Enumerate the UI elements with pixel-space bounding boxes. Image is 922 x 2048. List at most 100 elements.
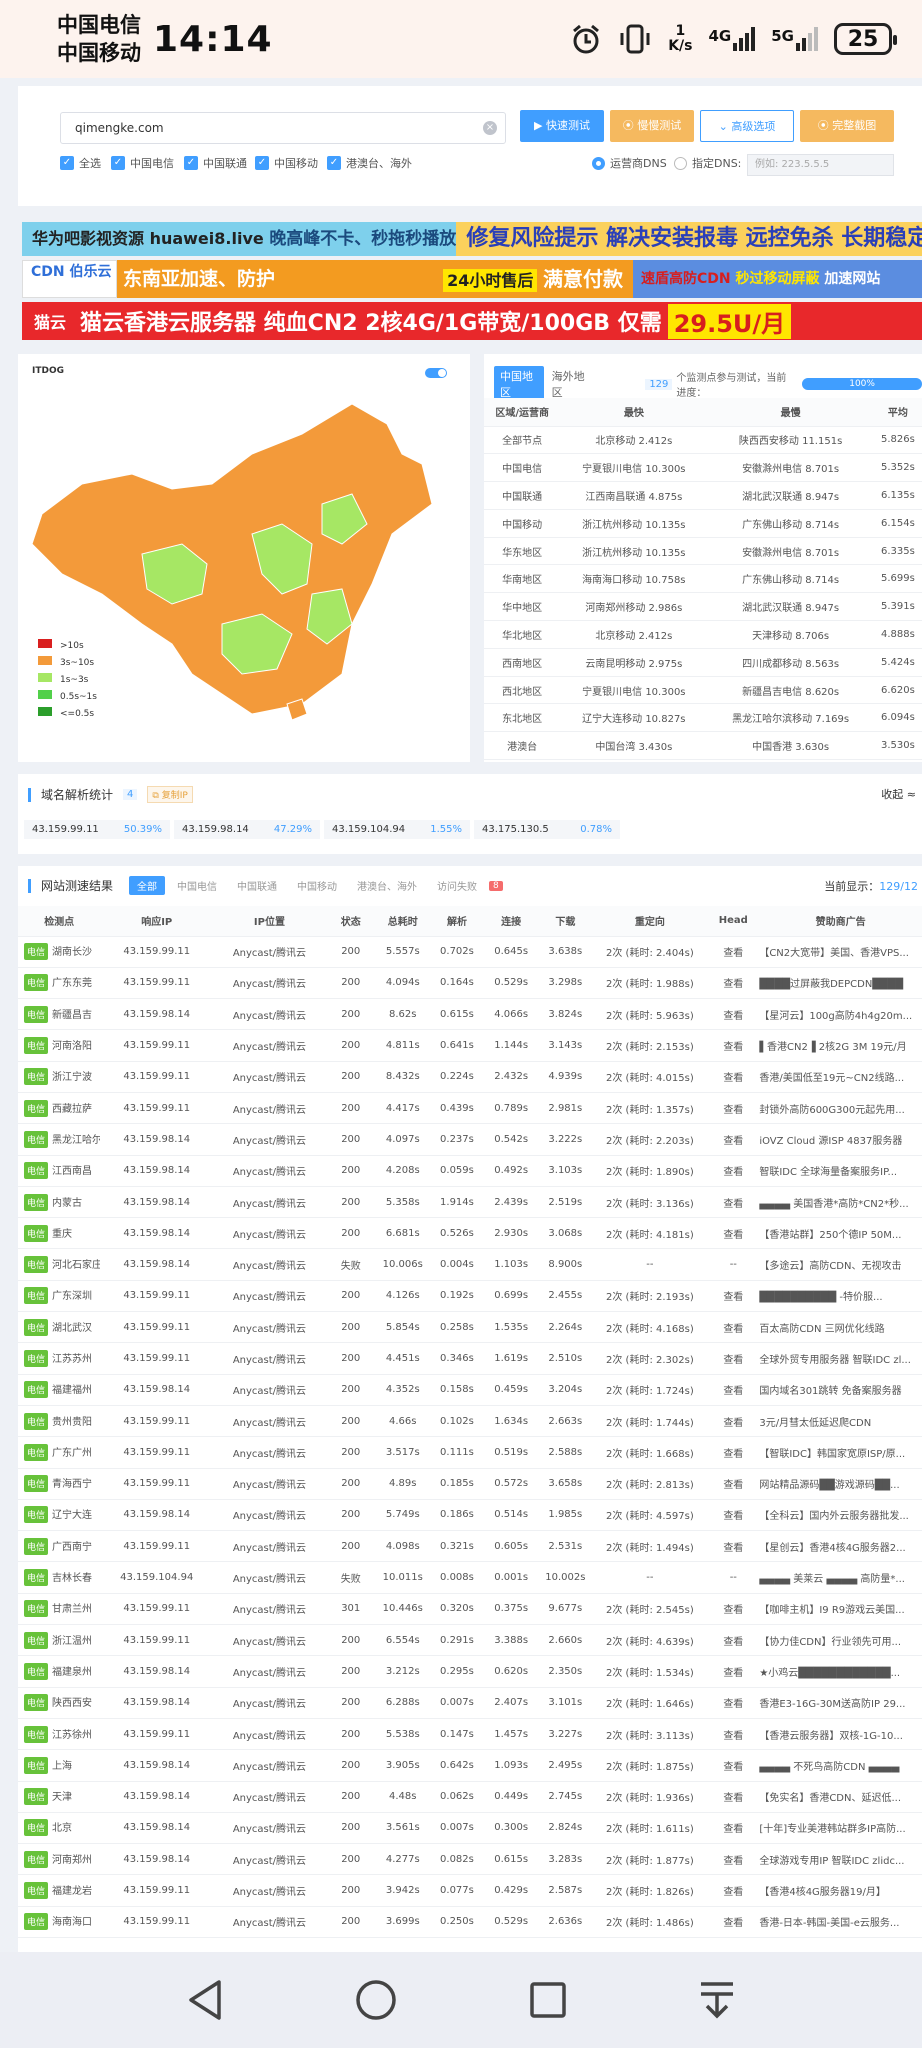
copy-ip-button[interactable]: ⧉ 复制IP bbox=[147, 786, 193, 803]
head-view-link[interactable]: 查看 bbox=[723, 1480, 744, 1492]
sponsor-ad-cell[interactable]: ██████████ -特价服... bbox=[759, 1292, 883, 1304]
head-view-link[interactable]: 查看 bbox=[723, 1355, 744, 1366]
dns-input[interactable]: 例如: 223.5.5.5 bbox=[747, 154, 894, 176]
result-tab[interactable]: 中国移动 bbox=[297, 882, 338, 893]
result-cell: 200 bbox=[341, 1853, 361, 1865]
head-view-link[interactable]: 查看 bbox=[723, 1010, 744, 1022]
sponsor-ad-cell[interactable]: [十年]专业美港韩站群多IP高防... bbox=[759, 1824, 906, 1836]
head-view-link[interactable]: 查看 bbox=[723, 1542, 744, 1554]
head-view-link[interactable]: 查看 bbox=[723, 1793, 744, 1805]
head-view-link[interactable]: 查看 bbox=[723, 1417, 744, 1429]
sponsor-ad-cell[interactable]: 【星创云】香港4核4G服务器2... bbox=[759, 1542, 906, 1554]
head-view-link[interactable]: 查看 bbox=[723, 979, 744, 991]
head-view-link[interactable]: 查看 bbox=[723, 1292, 744, 1304]
sponsor-ad-cell[interactable]: iOVZ Cloud 源ISP 4837服务器 bbox=[759, 1135, 903, 1147]
sponsor-ad-cell[interactable]: 香港E3-16G-30M送高防IP 29... bbox=[759, 1699, 906, 1711]
ad-banner-1[interactable]: 华为吧影视资源 huawei8.live 晚高峰不卡、秒拖秒播放 修复风险提示 … bbox=[22, 222, 922, 256]
home-icon[interactable] bbox=[354, 1978, 398, 2022]
tab-overseas[interactable]: 海外地区 bbox=[551, 370, 585, 399]
head-view-link[interactable]: 查看 bbox=[723, 1636, 744, 1648]
dns-ip-item[interactable]: 43.159.98.14 47.29% bbox=[174, 820, 320, 839]
dns-ip-item[interactable]: 43.175.130.5 0.78% bbox=[474, 820, 620, 839]
china-map[interactable] bbox=[22, 394, 462, 734]
advanced-button[interactable]: ⌄ 高级选项 bbox=[700, 110, 794, 142]
sponsor-ad-cell[interactable]: 网站精品源码██游戏源码██... bbox=[759, 1480, 900, 1492]
sponsor-ad-cell[interactable]: 智联IDC 全球海量备案服务IP... bbox=[759, 1167, 898, 1179]
head-view-link[interactable]: 查看 bbox=[723, 1448, 744, 1460]
clear-icon[interactable]: × bbox=[483, 121, 497, 135]
sponsor-ad-cell[interactable]: 【CN2大宽带】美国、香港VPS... bbox=[759, 948, 909, 960]
ad-banner-2[interactable]: CDN 伯乐云 东南亚加速、防护 24小时售后 满意付款 速盾高防CDN 秒过移… bbox=[22, 260, 922, 298]
head-view-link[interactable]: 查看 bbox=[723, 1104, 744, 1116]
sponsor-ad-cell[interactable]: 【全科云】国内外云服务器批发... bbox=[759, 1511, 909, 1523]
sponsor-ad-cell[interactable]: 【香港4核4G服务器19/月】 bbox=[759, 1887, 886, 1899]
dns-custom-radio[interactable]: 指定DNS: bbox=[674, 155, 741, 171]
sponsor-ad-cell[interactable]: ★小鸡云████████████... bbox=[759, 1667, 901, 1679]
sponsor-ad-cell[interactable]: 全球外贸专用服务器 智联IDC zl... bbox=[759, 1355, 911, 1366]
sponsor-ad-cell[interactable]: ▌香港CN2▐ 2核2G 3M 19元/月 bbox=[759, 1042, 907, 1054]
head-view-link[interactable]: 查看 bbox=[723, 948, 744, 960]
sponsor-ad-cell[interactable]: 香港/美国低至19元~CN2线路... bbox=[759, 1073, 905, 1085]
result-tab[interactable]: 中国电信 bbox=[177, 882, 218, 893]
head-view-link[interactable]: 查看 bbox=[723, 1135, 744, 1147]
head-view-link[interactable]: 查看 bbox=[723, 1887, 744, 1899]
check-mobile[interactable]: ✓ 中国移动 bbox=[255, 155, 318, 171]
head-view-link[interactable]: 查看 bbox=[723, 1229, 744, 1241]
sponsor-ad-cell[interactable]: ▄▄▄▄ 美国香港*高防*CN2*秒... bbox=[759, 1198, 909, 1210]
sponsor-ad-cell[interactable]: 全球游戏专用IP 智联IDC zlidc... bbox=[759, 1855, 905, 1867]
recents-icon[interactable] bbox=[528, 1980, 568, 2020]
quick-test-button[interactable]: ▶ 快速测试 bbox=[520, 110, 604, 142]
sponsor-ad-cell[interactable]: 【免实名】香港CDN、延迟低... bbox=[759, 1793, 902, 1805]
head-view-link[interactable]: 查看 bbox=[723, 1511, 744, 1523]
check-unicom[interactable]: ✓ 中国联通 bbox=[184, 155, 247, 171]
sponsor-ad-cell[interactable]: ▄▄▄▄ 美莱云 ▄▄▄▄ 高防量*... bbox=[759, 1574, 905, 1586]
head-view-link[interactable]: 查看 bbox=[723, 1167, 744, 1179]
head-view-link[interactable]: 查看 bbox=[723, 1386, 744, 1398]
head-view-link[interactable]: 查看 bbox=[723, 1699, 744, 1711]
sponsor-ad-cell[interactable]: 【协力佳CDN】行业领先可用... bbox=[759, 1636, 902, 1648]
sponsor-ad-cell[interactable]: 【智联IDC】韩国家宽原ISP/原... bbox=[759, 1448, 906, 1460]
tab-china[interactable]: 中国地区 bbox=[494, 366, 544, 402]
domain-input[interactable]: qimengke.com × bbox=[60, 112, 506, 144]
map-toggle[interactable] bbox=[425, 368, 447, 378]
collapse-button[interactable]: 收起 ≈ bbox=[881, 788, 916, 801]
head-view-link[interactable]: 查看 bbox=[723, 1323, 744, 1335]
head-view-link[interactable]: 查看 bbox=[723, 1667, 744, 1679]
result-tab[interactable]: 中国联通 bbox=[237, 882, 278, 893]
sponsor-ad-cell[interactable]: ▄▄▄▄ 不死鸟高防CDN ▄▄▄▄ bbox=[759, 1761, 900, 1773]
result-tab[interactable]: 港澳台、海外 bbox=[357, 882, 418, 893]
head-view-link[interactable]: 查看 bbox=[723, 1918, 744, 1930]
notification-pull-icon[interactable] bbox=[697, 1978, 737, 2022]
check-all[interactable]: ✓ 全选 bbox=[60, 155, 101, 171]
sponsor-ad-cell[interactable]: 【多途云】高防CDN、无视攻击 bbox=[759, 1261, 902, 1273]
check-overseas[interactable]: ✓ 港澳台、海外 bbox=[327, 155, 412, 171]
sponsor-ad-cell[interactable]: 封锁外高防600G300元起先用... bbox=[759, 1104, 905, 1116]
sponsor-ad-cell[interactable]: ████过屏蔽我DEPCDN████ bbox=[759, 979, 904, 991]
sponsor-ad-cell[interactable]: 百太高防CDN 三网优化线路 bbox=[759, 1323, 885, 1335]
check-telecom[interactable]: ✓ 中国电信 bbox=[111, 155, 174, 171]
head-view-link[interactable]: 查看 bbox=[723, 1855, 744, 1867]
dns-operator-radio[interactable]: 运营商DNS bbox=[592, 155, 667, 171]
dns-ip-item[interactable]: 43.159.104.94 1.55% bbox=[324, 820, 470, 839]
sponsor-ad-cell[interactable]: 【咖啡主机】I9 R9游戏云美国... bbox=[759, 1605, 905, 1617]
head-view-link[interactable]: 查看 bbox=[723, 1730, 744, 1742]
dns-ip-item[interactable]: 43.159.99.11 50.39% bbox=[24, 820, 170, 839]
back-icon[interactable] bbox=[185, 1978, 225, 2022]
result-tab[interactable]: 访问失败 bbox=[437, 882, 478, 893]
sponsor-ad-cell[interactable]: 3元/月彗太低延迟爬CDN bbox=[759, 1417, 872, 1429]
sponsor-ad-cell[interactable]: 香港-日本-韩国-美国-e云服务... bbox=[759, 1918, 900, 1930]
slow-test-button[interactable]: ⦿ 慢慢测试 bbox=[610, 110, 694, 142]
full-screenshot-button[interactable]: ⦿ 完整截图 bbox=[800, 110, 894, 142]
ad-banner-3[interactable]: 猫云 猫云香港云服务器 纯血CN2 2核4G/1G带宽/100GB 仅需 29.… bbox=[22, 302, 922, 340]
head-view-link[interactable]: 查看 bbox=[723, 1198, 744, 1210]
head-view-link[interactable]: 查看 bbox=[723, 1605, 744, 1617]
sponsor-ad-cell[interactable]: 【星河云】100g高防4h4g20m... bbox=[759, 1010, 913, 1022]
result-tab[interactable]: 全部 bbox=[129, 876, 166, 895]
sponsor-ad-cell[interactable]: 【香港站群】250个德IP 50M... bbox=[759, 1229, 902, 1241]
head-view-link[interactable]: 查看 bbox=[723, 1761, 744, 1773]
head-view-link[interactable]: 查看 bbox=[723, 1042, 744, 1054]
head-view-link[interactable]: 查看 bbox=[723, 1073, 744, 1085]
sponsor-ad-cell[interactable]: 国内域名301跳转 免备案服务器 bbox=[759, 1386, 902, 1398]
sponsor-ad-cell[interactable]: 【香港云服务器】双核-1G-10... bbox=[759, 1730, 903, 1742]
head-view-link[interactable]: 查看 bbox=[723, 1824, 744, 1836]
